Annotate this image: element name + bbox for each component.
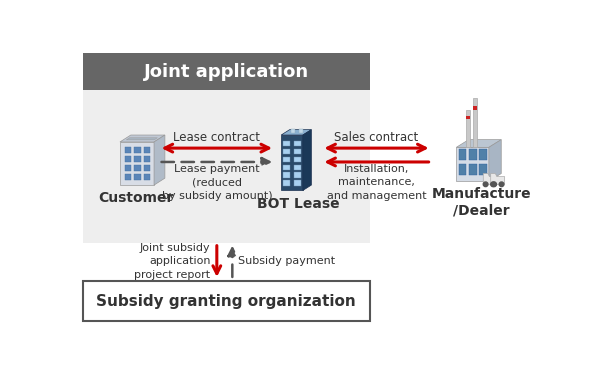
FancyBboxPatch shape — [83, 91, 370, 243]
Polygon shape — [293, 149, 301, 154]
Polygon shape — [154, 135, 165, 185]
Polygon shape — [473, 98, 477, 147]
FancyBboxPatch shape — [83, 53, 370, 91]
Polygon shape — [144, 156, 151, 162]
Polygon shape — [120, 135, 165, 142]
Polygon shape — [293, 173, 301, 178]
Polygon shape — [466, 116, 470, 119]
Polygon shape — [483, 174, 497, 184]
Text: Lease payment
(reduced
by subsidy amount): Lease payment (reduced by subsidy amount… — [161, 164, 272, 201]
Polygon shape — [489, 139, 501, 181]
Text: Subsidy granting organization: Subsidy granting organization — [96, 294, 356, 309]
Polygon shape — [458, 164, 466, 175]
Polygon shape — [293, 141, 301, 146]
Polygon shape — [134, 174, 140, 180]
Polygon shape — [293, 164, 301, 170]
Polygon shape — [127, 138, 157, 140]
Polygon shape — [458, 149, 466, 160]
Text: Installation,
maintenance,
and management: Installation, maintenance, and managemen… — [326, 164, 426, 201]
Polygon shape — [479, 149, 487, 160]
Polygon shape — [457, 147, 489, 181]
Polygon shape — [134, 156, 140, 162]
Polygon shape — [283, 180, 290, 186]
Circle shape — [483, 182, 488, 187]
Text: Joint subsidy
application
project report: Joint subsidy application project report — [134, 243, 211, 280]
Polygon shape — [283, 164, 290, 170]
Polygon shape — [281, 135, 303, 191]
Text: BOT Lease: BOT Lease — [257, 197, 340, 210]
Circle shape — [499, 182, 504, 187]
Text: Customer: Customer — [98, 191, 173, 205]
Polygon shape — [125, 146, 131, 153]
Polygon shape — [144, 165, 151, 171]
Polygon shape — [491, 174, 505, 184]
Polygon shape — [473, 106, 477, 110]
Polygon shape — [125, 165, 131, 171]
Polygon shape — [134, 165, 140, 171]
Text: Sales contract: Sales contract — [334, 131, 419, 144]
Polygon shape — [466, 110, 470, 147]
Polygon shape — [299, 129, 303, 133]
Polygon shape — [469, 149, 476, 160]
Polygon shape — [283, 156, 290, 162]
Polygon shape — [457, 139, 501, 147]
Polygon shape — [283, 149, 290, 154]
Polygon shape — [281, 130, 311, 135]
Polygon shape — [125, 174, 131, 180]
Polygon shape — [134, 146, 140, 153]
Text: Manufacture
/Dealer: Manufacture /Dealer — [431, 187, 531, 217]
Text: Lease contract: Lease contract — [173, 131, 260, 144]
Polygon shape — [469, 164, 476, 175]
Polygon shape — [125, 156, 131, 162]
Polygon shape — [144, 174, 151, 180]
FancyBboxPatch shape — [83, 281, 370, 321]
Circle shape — [492, 182, 496, 187]
Text: Joint application: Joint application — [143, 63, 308, 81]
Circle shape — [491, 182, 496, 187]
Polygon shape — [283, 173, 290, 178]
Text: Subsidy payment: Subsidy payment — [238, 256, 335, 266]
Polygon shape — [120, 142, 154, 185]
Polygon shape — [293, 156, 301, 162]
Polygon shape — [291, 129, 295, 133]
Polygon shape — [479, 164, 487, 175]
Polygon shape — [144, 146, 151, 153]
Polygon shape — [293, 180, 301, 186]
Polygon shape — [283, 141, 290, 146]
Polygon shape — [303, 130, 311, 191]
